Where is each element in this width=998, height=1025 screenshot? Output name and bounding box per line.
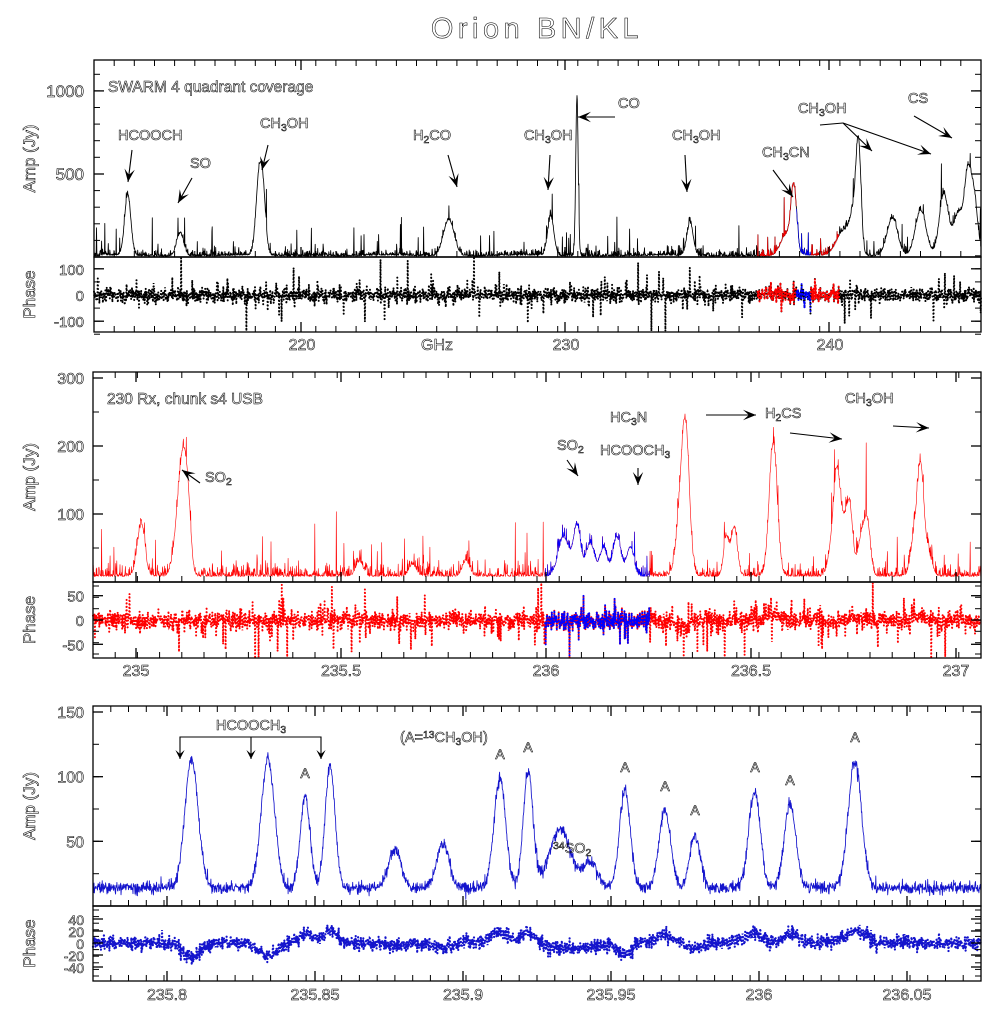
svg-text:236.5: 236.5 (731, 663, 771, 680)
svg-text:HCOOCH3: HCOOCH3 (600, 443, 670, 461)
svg-text:A: A (750, 759, 760, 775)
svg-text:A: A (785, 772, 795, 788)
svg-text:A: A (495, 746, 505, 762)
svg-text:HCOOCH3: HCOOCH3 (216, 718, 286, 736)
svg-text:100: 100 (57, 507, 84, 524)
svg-text:SWARM 4 quadrant coverage: SWARM 4 quadrant coverage (108, 79, 313, 96)
svg-text:236: 236 (533, 663, 560, 680)
svg-text:0: 0 (76, 613, 84, 630)
svg-text:GHz: GHz (421, 337, 453, 354)
svg-text:Phase: Phase (20, 270, 39, 318)
svg-text:HCOOCH: HCOOCH (118, 128, 182, 144)
svg-text:50: 50 (66, 834, 84, 851)
svg-text:-50: -50 (62, 637, 84, 654)
svg-text:A: A (690, 802, 700, 818)
svg-text:Amp (Jy): Amp (Jy) (20, 125, 39, 193)
svg-text:300: 300 (57, 371, 84, 388)
svg-text:235.5: 235.5 (321, 663, 361, 680)
svg-text:236.05: 236.05 (883, 987, 932, 1004)
svg-text:A: A (850, 729, 860, 745)
svg-text:HC3N: HC3N (610, 410, 647, 428)
svg-text:Phase: Phase (20, 919, 39, 967)
svg-text:235.85: 235.85 (291, 987, 340, 1004)
svg-text:(A=13CH3OH): (A=13CH3OH) (400, 730, 488, 748)
svg-text:CO: CO (618, 96, 640, 112)
svg-text:0: 0 (76, 288, 84, 305)
svg-text:235: 235 (123, 663, 150, 680)
svg-text:100: 100 (57, 770, 84, 787)
svg-text:A: A (620, 759, 630, 775)
svg-text:Amp (Jy): Amp (Jy) (20, 772, 39, 840)
svg-text:A: A (523, 739, 533, 755)
svg-text:237: 237 (943, 663, 970, 680)
svg-text:-40: -40 (64, 960, 84, 976)
svg-text:230 Rx, chunk s4 USB: 230 Rx, chunk s4 USB (107, 391, 263, 408)
svg-text:A: A (660, 778, 670, 794)
svg-text:Phase: Phase (20, 596, 39, 644)
svg-text:235.95: 235.95 (587, 987, 636, 1004)
svg-text:236: 236 (746, 987, 773, 1004)
svg-text:220: 220 (289, 337, 316, 354)
svg-text:150: 150 (57, 705, 84, 722)
svg-text:-100: -100 (54, 314, 84, 331)
svg-text:H2CO: H2CO (413, 128, 451, 146)
svg-text:230: 230 (553, 337, 580, 354)
svg-text:240: 240 (817, 337, 844, 354)
svg-text:1000: 1000 (46, 82, 84, 101)
svg-text:SO: SO (190, 156, 211, 172)
svg-text:200: 200 (57, 439, 84, 456)
svg-text:235.8: 235.8 (147, 987, 187, 1004)
svg-text:500: 500 (56, 165, 84, 184)
svg-text:Orion BN/KL: Orion BN/KL (431, 13, 643, 45)
svg-text:50: 50 (67, 589, 84, 606)
svg-text:A: A (300, 765, 310, 781)
svg-text:Amp (Jy): Amp (Jy) (20, 443, 39, 511)
svg-text:CS: CS (908, 91, 928, 107)
svg-text:H2CS: H2CS (765, 406, 801, 424)
svg-text:235.9: 235.9 (443, 987, 483, 1004)
svg-text:100: 100 (59, 262, 84, 279)
